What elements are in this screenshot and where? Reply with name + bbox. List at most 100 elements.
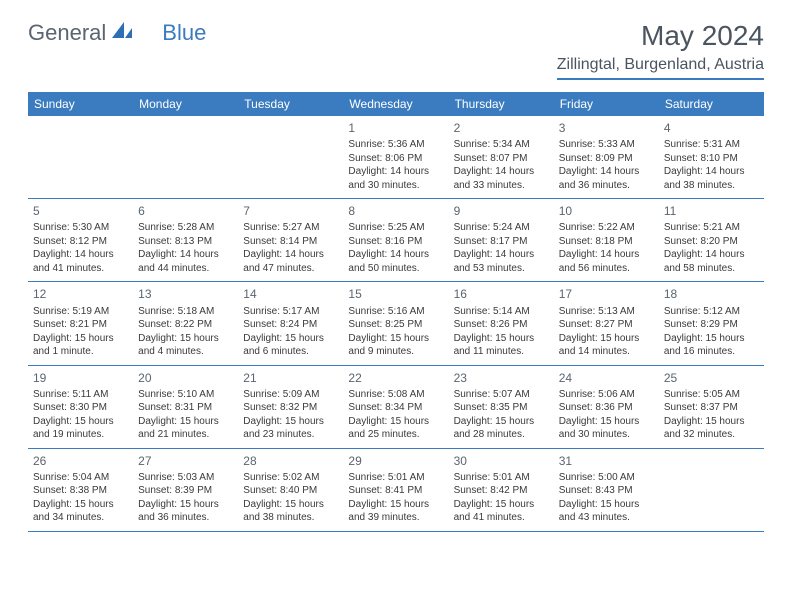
sunrise-text: Sunrise: 5:07 AM — [454, 388, 549, 402]
sunset-text: Sunset: 8:22 PM — [138, 318, 233, 332]
day-cell: 3Sunrise: 5:33 AMSunset: 8:09 PMDaylight… — [554, 116, 659, 198]
day-cell: 31Sunrise: 5:00 AMSunset: 8:43 PMDayligh… — [554, 449, 659, 531]
sunrise-text: Sunrise: 5:09 AM — [243, 388, 338, 402]
title-block: May 2024 Zillingtal, Burgenland, Austria — [557, 20, 764, 80]
sunrise-text: Sunrise: 5:18 AM — [138, 305, 233, 319]
daylight-text: Daylight: 15 hours and 43 minutes. — [559, 498, 654, 525]
week-row: 19Sunrise: 5:11 AMSunset: 8:30 PMDayligh… — [28, 366, 764, 449]
sunset-text: Sunset: 8:20 PM — [664, 235, 759, 249]
day-cell: 13 Sunrise: 5:18 AMSunset: 8:22 PMDayligh… — [133, 282, 238, 364]
daylight-text: Daylight: 15 hours and 36 minutes. — [138, 498, 233, 525]
day-cell: 10Sunrise: 5:22 AMSunset: 8:18 PMDayligh… — [554, 199, 659, 281]
sunset-text: Sunset: 8:13 PM — [138, 235, 233, 249]
day-number: 5 — [33, 203, 128, 219]
daylight-text: Daylight: 15 hours and 9 minutes. — [348, 332, 443, 359]
sunset-text: Sunset: 8:32 PM — [243, 401, 338, 415]
weekday-header: Thursday — [449, 92, 554, 116]
day-number: 20 — [138, 370, 233, 386]
day-number: 13 — [138, 286, 233, 302]
sunset-text: Sunset: 8:16 PM — [348, 235, 443, 249]
daylight-text: Daylight: 14 hours and 53 minutes. — [454, 248, 549, 275]
week-row: 5Sunrise: 5:30 AMSunset: 8:12 PMDaylight… — [28, 199, 764, 282]
sunset-text: Sunset: 8:24 PM — [243, 318, 338, 332]
weekday-header: Monday — [133, 92, 238, 116]
day-cell: 18Sunrise: 5:12 AMSunset: 8:29 PMDayligh… — [659, 282, 764, 364]
weekday-header: Friday — [554, 92, 659, 116]
weekday-header-row: SundayMondayTuesdayWednesdayThursdayFrid… — [28, 92, 764, 116]
sunrise-text: Sunrise: 5:22 AM — [559, 221, 654, 235]
day-number: 31 — [559, 453, 654, 469]
week-row: 12Sunrise: 5:19 AMSunset: 8:21 PMDayligh… — [28, 282, 764, 365]
day-number: 26 — [33, 453, 128, 469]
day-cell: 22Sunrise: 5:08 AMSunset: 8:34 PMDayligh… — [343, 366, 448, 448]
sunrise-text: Sunrise: 5:36 AM — [348, 138, 443, 152]
daylight-text: Daylight: 15 hours and 4 minutes. — [138, 332, 233, 359]
day-cell: 5Sunrise: 5:30 AMSunset: 8:12 PMDaylight… — [28, 199, 133, 281]
sunset-text: Sunset: 8:09 PM — [559, 152, 654, 166]
weekday-header: Wednesday — [343, 92, 448, 116]
weekday-header: Saturday — [659, 92, 764, 116]
day-number: 29 — [348, 453, 443, 469]
sunrise-text: Sunrise: 5:21 AM — [664, 221, 759, 235]
sunset-text: Sunset: 8:10 PM — [664, 152, 759, 166]
sunset-text: Sunset: 8:29 PM — [664, 318, 759, 332]
sunset-text: Sunset: 8:21 PM — [33, 318, 128, 332]
day-number: 11 — [664, 203, 759, 219]
sunrise-text: Sunrise: 5:05 AM — [664, 388, 759, 402]
sunrise-text: Sunrise: 5:16 AM — [348, 305, 443, 319]
sunrise-text: Sunrise: 5:04 AM — [33, 471, 128, 485]
daylight-text: Daylight: 14 hours and 38 minutes. — [664, 165, 759, 192]
daylight-text: Daylight: 15 hours and 23 minutes. — [243, 415, 338, 442]
day-number: 27 — [138, 453, 233, 469]
day-number: 12 — [33, 286, 128, 302]
daylight-text: Daylight: 14 hours and 30 minutes. — [348, 165, 443, 192]
sunrise-text: Sunrise: 5:00 AM — [559, 471, 654, 485]
day-number: 19 — [33, 370, 128, 386]
day-number: 2 — [454, 120, 549, 136]
daylight-text: Daylight: 15 hours and 25 minutes. — [348, 415, 443, 442]
sunrise-text: Sunrise: 5:28 AM — [138, 221, 233, 235]
sunset-text: Sunset: 8:41 PM — [348, 484, 443, 498]
daylight-text: Daylight: 15 hours and 6 minutes. — [243, 332, 338, 359]
day-number: 25 — [664, 370, 759, 386]
day-cell: 29Sunrise: 5:01 AMSunset: 8:41 PMDayligh… — [343, 449, 448, 531]
day-cell: 26 Sunrise: 5:04 AMSunset: 8:38 PMDayligh… — [28, 449, 133, 531]
sunset-text: Sunset: 8:26 PM — [454, 318, 549, 332]
day-number: 3 — [559, 120, 654, 136]
sunset-text: Sunset: 8:36 PM — [559, 401, 654, 415]
day-cell — [659, 449, 764, 531]
sunset-text: Sunset: 8:17 PM — [454, 235, 549, 249]
day-cell: 30Sunrise: 5:01 AMSunset: 8:42 PMDayligh… — [449, 449, 554, 531]
sunrise-text: Sunrise: 5:17 AM — [243, 305, 338, 319]
day-cell: 19Sunrise: 5:11 AMSunset: 8:30 PMDayligh… — [28, 366, 133, 448]
day-number: 17 — [559, 286, 654, 302]
sunset-text: Sunset: 8:40 PM — [243, 484, 338, 498]
sunrise-text: Sunrise: 5:01 AM — [454, 471, 549, 485]
weekday-header: Tuesday — [238, 92, 343, 116]
daylight-text: Daylight: 15 hours and 30 minutes. — [559, 415, 654, 442]
day-cell: 17Sunrise: 5:13 AMSunset: 8:27 PMDayligh… — [554, 282, 659, 364]
sunset-text: Sunset: 8:39 PM — [138, 484, 233, 498]
daylight-text: Daylight: 15 hours and 19 minutes. — [33, 415, 128, 442]
sunrise-text: Sunrise: 5:25 AM — [348, 221, 443, 235]
day-cell: 9 Sunrise: 5:24 AMSunset: 8:17 PMDaylight… — [449, 199, 554, 281]
day-cell: 27 Sunrise: 5:03 AMSunset: 8:39 PMDayligh… — [133, 449, 238, 531]
daylight-text: Daylight: 14 hours and 58 minutes. — [664, 248, 759, 275]
sunrise-text: Sunrise: 5:14 AM — [454, 305, 549, 319]
sunrise-text: Sunrise: 5:03 AM — [138, 471, 233, 485]
day-number: 28 — [243, 453, 338, 469]
sunset-text: Sunset: 8:42 PM — [454, 484, 549, 498]
sunset-text: Sunset: 8:27 PM — [559, 318, 654, 332]
sunrise-text: Sunrise: 5:31 AM — [664, 138, 759, 152]
sunset-text: Sunset: 8:38 PM — [33, 484, 128, 498]
day-cell: 14Sunrise: 5:17 AMSunset: 8:24 PMDayligh… — [238, 282, 343, 364]
daylight-text: Daylight: 14 hours and 44 minutes. — [138, 248, 233, 275]
daylight-text: Daylight: 14 hours and 33 minutes. — [454, 165, 549, 192]
sunrise-text: Sunrise: 5:24 AM — [454, 221, 549, 235]
day-number: 9 — [454, 203, 549, 219]
daylight-text: Daylight: 15 hours and 34 minutes. — [33, 498, 128, 525]
day-cell: 1Sunrise: 5:36 AMSunset: 8:06 PMDaylight… — [343, 116, 448, 198]
sunset-text: Sunset: 8:07 PM — [454, 152, 549, 166]
daylight-text: Daylight: 15 hours and 39 minutes. — [348, 498, 443, 525]
day-number: 1 — [348, 120, 443, 136]
